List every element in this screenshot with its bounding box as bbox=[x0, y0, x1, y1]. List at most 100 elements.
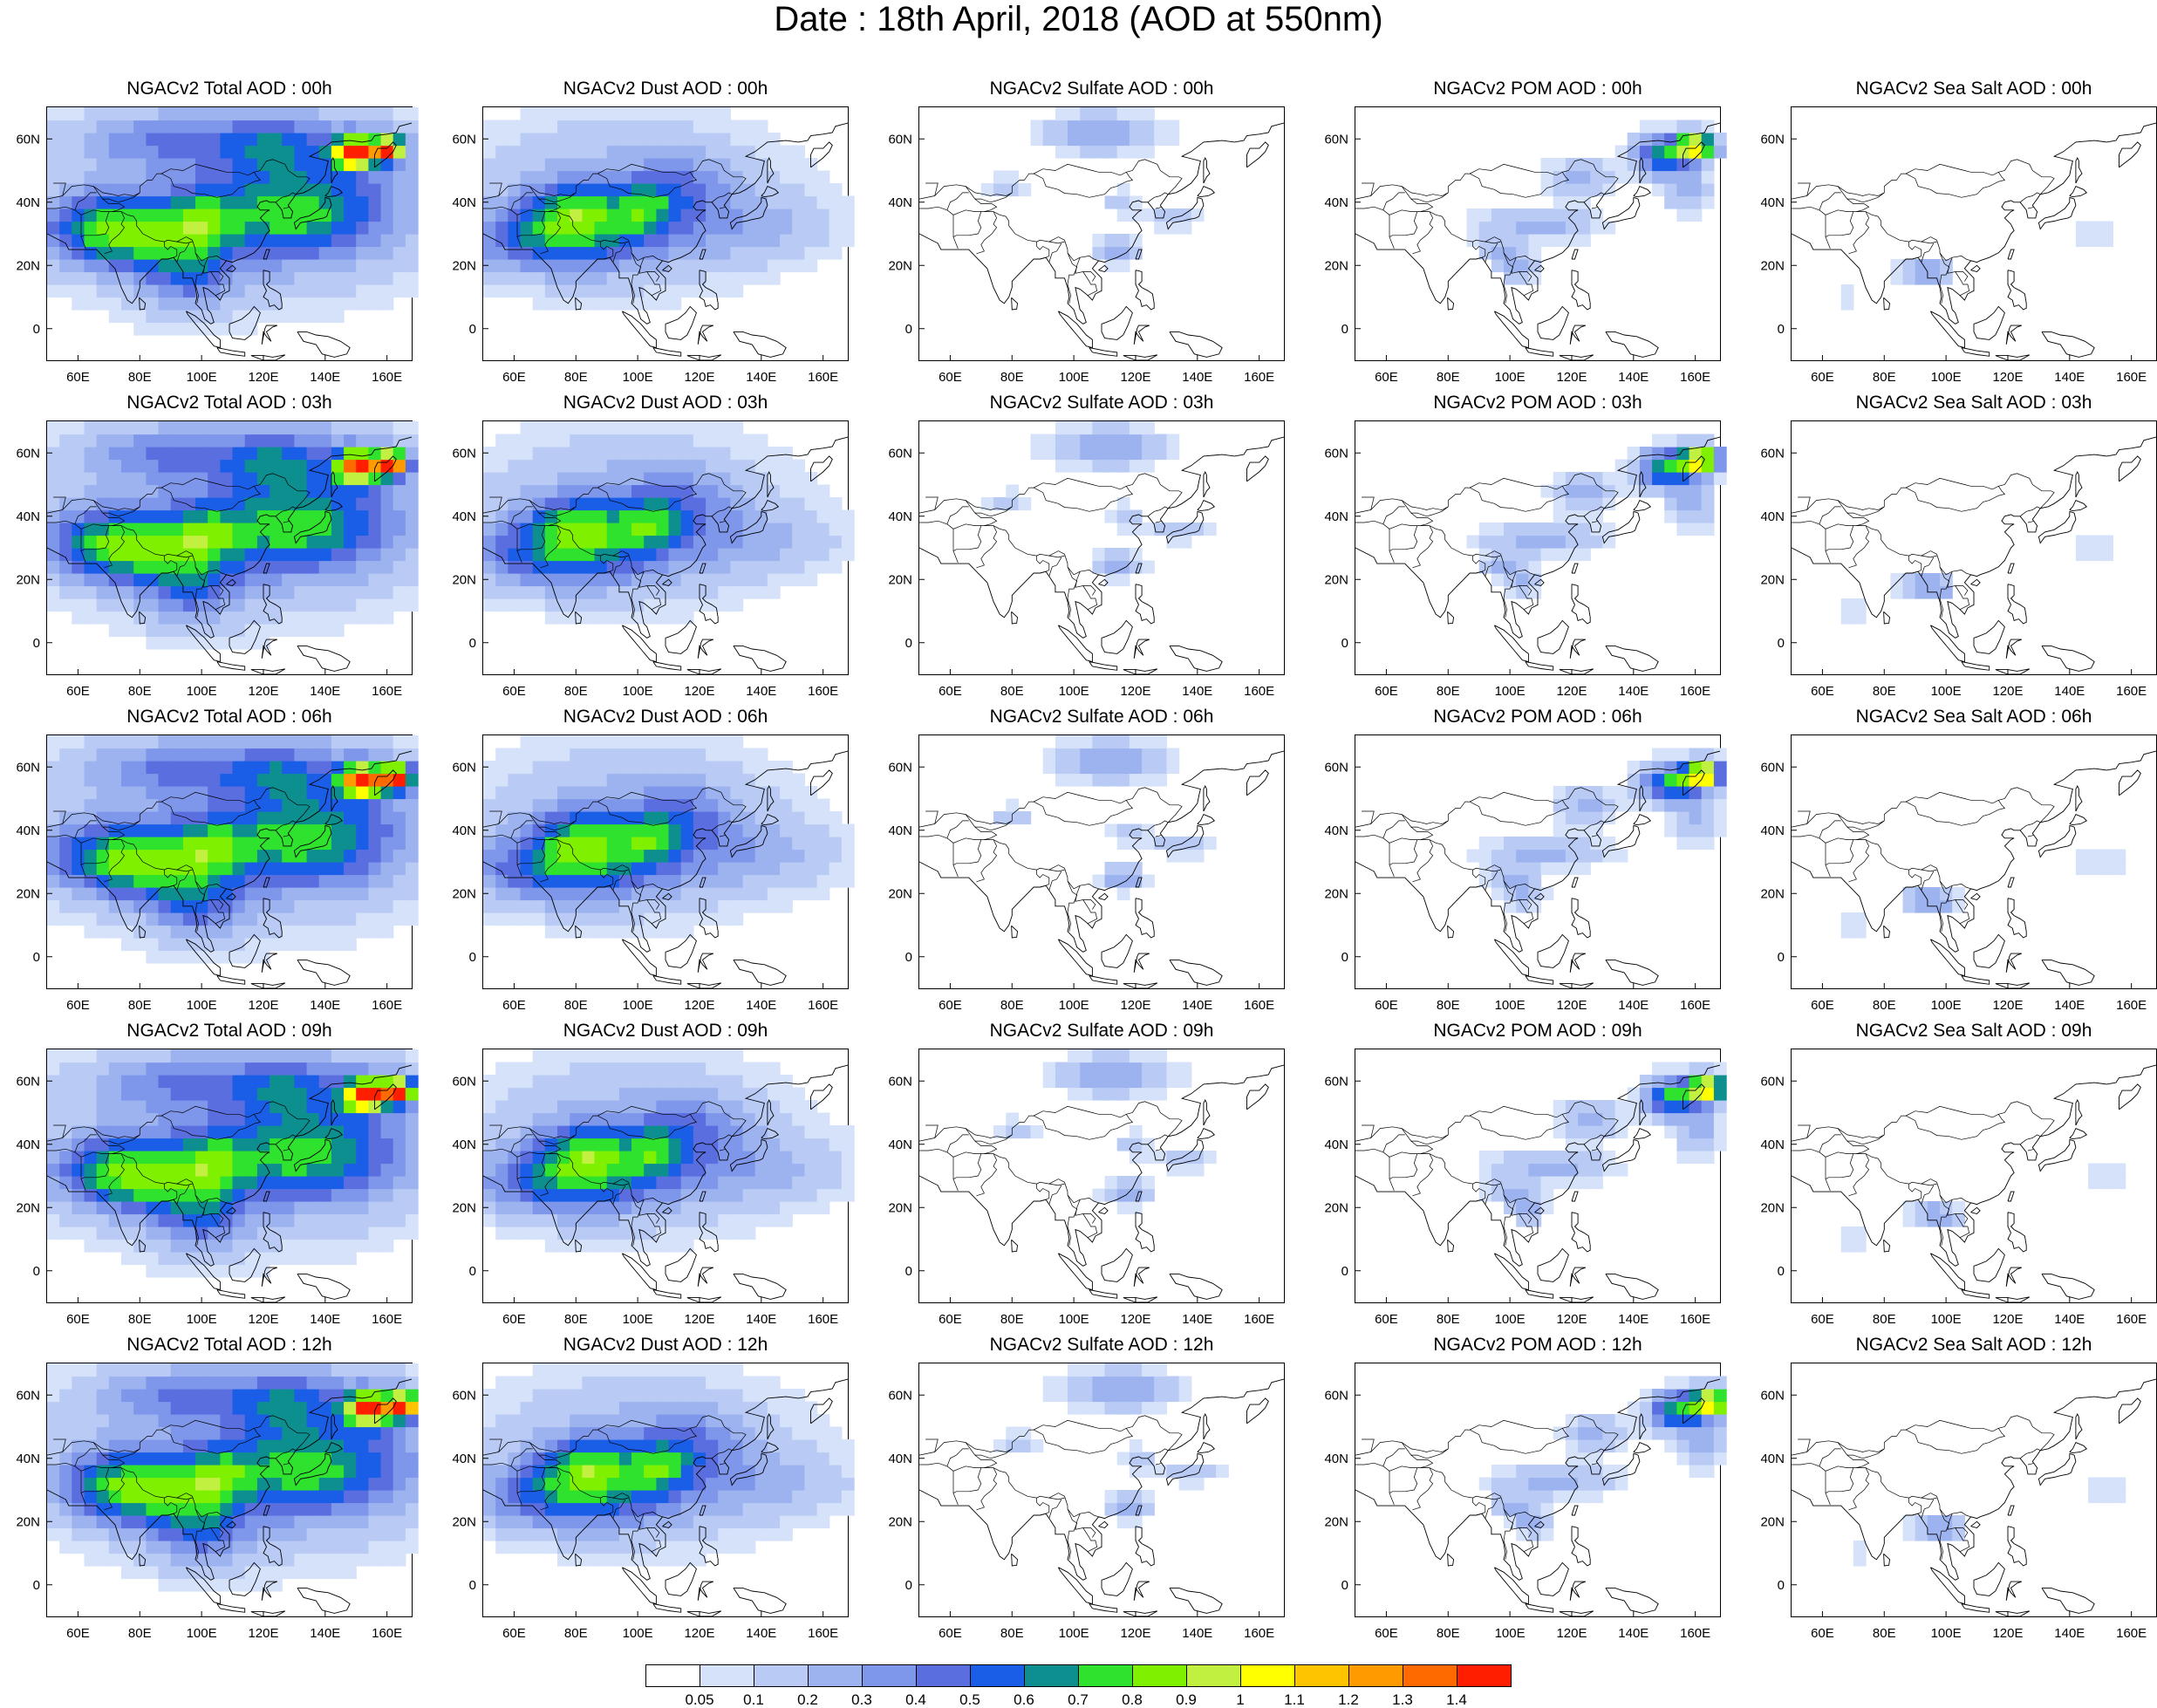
aod-cell bbox=[644, 460, 657, 473]
aod-cell bbox=[270, 1049, 283, 1062]
country-border bbox=[1148, 193, 1168, 202]
aod-cell bbox=[1018, 497, 1031, 510]
aod-cell bbox=[743, 447, 756, 460]
aod-cell bbox=[521, 774, 534, 787]
aod-cell bbox=[681, 573, 694, 586]
aod-cell bbox=[257, 1075, 270, 1088]
aod-cell bbox=[245, 1138, 258, 1151]
aod-cell bbox=[393, 548, 406, 561]
aod-cell bbox=[545, 811, 558, 824]
aod-cell bbox=[1191, 837, 1205, 850]
aod-cell bbox=[245, 786, 258, 799]
aod-cell bbox=[817, 171, 830, 184]
coastline bbox=[217, 1290, 245, 1299]
aod-cell bbox=[693, 183, 706, 196]
aod-cell bbox=[1553, 523, 1567, 536]
aod-cell bbox=[72, 573, 85, 586]
aod-cell bbox=[755, 234, 768, 247]
aod-cell bbox=[257, 786, 270, 799]
aod-cell bbox=[545, 171, 558, 184]
country-border bbox=[925, 811, 938, 824]
aod-cell bbox=[368, 761, 381, 774]
aod-cell bbox=[97, 748, 110, 762]
aod-cell bbox=[619, 799, 632, 812]
aod-cell bbox=[233, 774, 246, 787]
aod-cell bbox=[557, 862, 570, 875]
aod-cell bbox=[109, 297, 122, 311]
aod-cell bbox=[508, 887, 521, 900]
aod-cell bbox=[669, 434, 682, 447]
aod-cell bbox=[307, 1240, 320, 1253]
aod-cell bbox=[307, 1049, 320, 1062]
aod-cell bbox=[1055, 735, 1068, 748]
aod-cell bbox=[533, 1226, 546, 1240]
aod-cell bbox=[1689, 510, 1703, 523]
aod-cell bbox=[521, 561, 534, 574]
aod-cell bbox=[842, 510, 855, 523]
aod-cell bbox=[533, 1214, 546, 1227]
aod-cell bbox=[595, 900, 608, 913]
aod-cell bbox=[233, 447, 246, 460]
aod-cell bbox=[183, 1138, 196, 1151]
aod-cell bbox=[72, 447, 85, 460]
aod-cell bbox=[59, 1201, 72, 1214]
aod-cell bbox=[97, 460, 110, 473]
aod-cell bbox=[59, 850, 72, 863]
aod-cell bbox=[1590, 183, 1603, 196]
aod-cell bbox=[743, 774, 756, 787]
aod-cell bbox=[545, 497, 558, 510]
aod-cell bbox=[1080, 735, 1093, 748]
aod-cell bbox=[545, 926, 558, 939]
country-border bbox=[1083, 900, 1096, 910]
aod-cell bbox=[85, 1100, 98, 1113]
aod-cell bbox=[755, 887, 768, 900]
aod-cell bbox=[595, 434, 608, 447]
aod-cell bbox=[693, 811, 706, 824]
aod-cell bbox=[133, 887, 147, 900]
aod-cell bbox=[1578, 837, 1591, 850]
aod-cell bbox=[1006, 485, 1019, 498]
aod-cell bbox=[631, 1088, 645, 1101]
aod-cell bbox=[368, 735, 381, 748]
aod-cell bbox=[545, 748, 558, 762]
aod-cell bbox=[368, 523, 381, 536]
aod-cell bbox=[607, 548, 620, 561]
aod-cell bbox=[1092, 234, 1105, 247]
aod-cell bbox=[146, 171, 159, 184]
aod-cell bbox=[109, 1138, 122, 1151]
aod-cell bbox=[159, 748, 172, 762]
aod-cell bbox=[1491, 523, 1505, 536]
aod-cell bbox=[495, 460, 509, 473]
aod-cell bbox=[669, 297, 682, 311]
aod-cell bbox=[307, 1113, 320, 1126]
aod-cell bbox=[368, 510, 381, 523]
coastline bbox=[251, 1297, 285, 1302]
aod-cell bbox=[245, 1049, 258, 1062]
aod-cell bbox=[331, 624, 345, 637]
aod-cell bbox=[817, 510, 830, 523]
aod-cell bbox=[171, 208, 184, 222]
aod-cell bbox=[582, 1088, 595, 1101]
aod-cell bbox=[644, 875, 657, 888]
aod-cell bbox=[270, 1113, 283, 1126]
lon-tick-label: 140E bbox=[1182, 998, 1212, 1013]
aod-cell bbox=[706, 561, 719, 574]
aod-cell bbox=[521, 900, 534, 913]
aod-cell bbox=[669, 208, 682, 222]
aod-cell bbox=[47, 548, 60, 561]
lat-tick-label: 0 bbox=[1341, 950, 1348, 965]
aod-cell bbox=[133, 247, 147, 260]
aod-cell bbox=[294, 1138, 307, 1151]
aod-cell bbox=[1689, 183, 1703, 196]
aod-cell bbox=[133, 310, 147, 323]
aod-cell bbox=[570, 799, 583, 812]
aod-cell bbox=[282, 310, 295, 323]
aod-cell bbox=[545, 485, 558, 498]
aod-cell bbox=[508, 171, 521, 184]
aod-cell bbox=[1467, 222, 1480, 235]
aod-cell bbox=[133, 1049, 147, 1062]
aod-cell bbox=[718, 748, 731, 762]
aod-cell bbox=[718, 472, 731, 485]
aod-cell bbox=[1578, 208, 1591, 222]
